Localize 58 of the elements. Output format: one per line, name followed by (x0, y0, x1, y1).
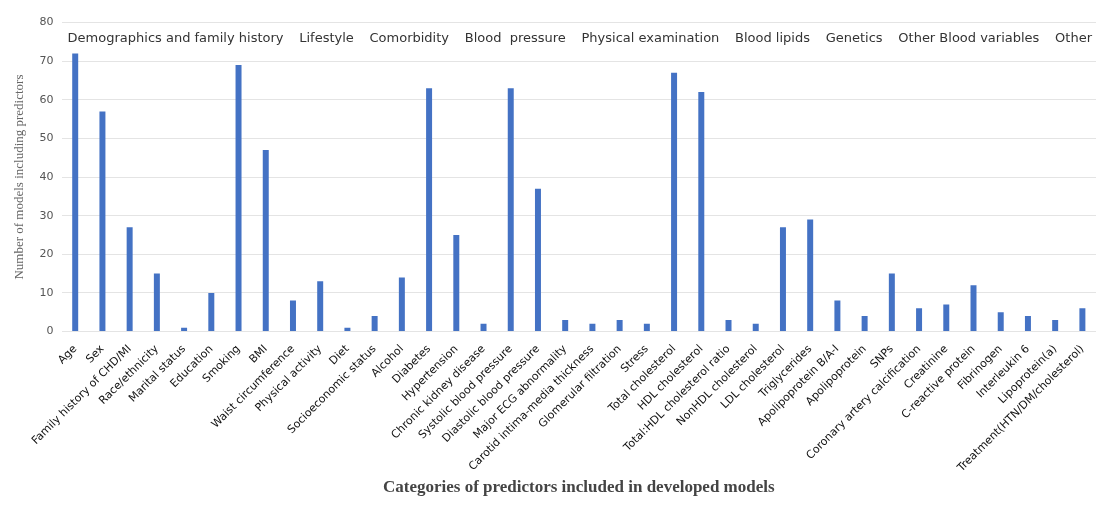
bar (480, 323, 487, 332)
bar (453, 234, 460, 332)
y-tick-label: 30 (39, 208, 54, 222)
bar (235, 65, 242, 332)
x-axis-title: Categories of predictors included in developed models (382, 477, 775, 497)
bar (534, 188, 541, 332)
bar (153, 273, 160, 332)
y-tick-label: 50 (39, 131, 54, 145)
annotation: Comorbidity (369, 29, 450, 45)
bar (807, 219, 814, 332)
annotation: Other (1055, 29, 1093, 45)
bar (916, 308, 923, 332)
bar (507, 88, 514, 332)
annotation: Genetics (825, 29, 883, 45)
y-axis-title: Number of models including predictors (11, 74, 27, 280)
bar (752, 323, 759, 332)
y-tick-label: 80 (39, 15, 54, 29)
bar (616, 319, 623, 332)
annotation: Blood pressure (464, 29, 566, 45)
bar (181, 327, 188, 332)
bar (643, 323, 650, 332)
bar (208, 292, 215, 332)
bar (262, 150, 269, 332)
bar (72, 53, 79, 332)
bar (834, 300, 841, 332)
bar (1024, 316, 1031, 332)
bar (779, 227, 786, 332)
y-tick-label: 0 (46, 324, 54, 338)
bar (371, 316, 378, 332)
bar (725, 319, 732, 332)
y-tick-label: 20 (39, 247, 54, 261)
bar (861, 316, 868, 332)
bar (344, 327, 351, 332)
bar (126, 227, 133, 332)
annotation: Other Blood variables (898, 29, 1040, 45)
bar (562, 319, 569, 332)
bar (589, 323, 596, 332)
y-tick-label: 70 (39, 54, 54, 68)
bar (317, 281, 324, 332)
bar (426, 88, 433, 332)
bar (888, 273, 895, 332)
annotation: Blood lipids (735, 29, 811, 45)
x-tick-label: Age (55, 341, 80, 367)
annotation: Demographics and family history (67, 29, 284, 45)
annotation: Physical examination (581, 29, 720, 45)
bar (398, 277, 405, 332)
bar (943, 304, 950, 332)
bar (99, 111, 106, 332)
y-tick-label: 40 (39, 169, 54, 183)
bar (289, 300, 296, 332)
bar (698, 92, 705, 332)
bar (1079, 308, 1086, 332)
annotation: Lifestyle (299, 29, 354, 45)
bar (1052, 319, 1059, 332)
y-tick-label: 10 (39, 285, 54, 299)
bar (997, 312, 1004, 332)
y-tick-label: 60 (39, 92, 54, 106)
bar (671, 72, 678, 332)
